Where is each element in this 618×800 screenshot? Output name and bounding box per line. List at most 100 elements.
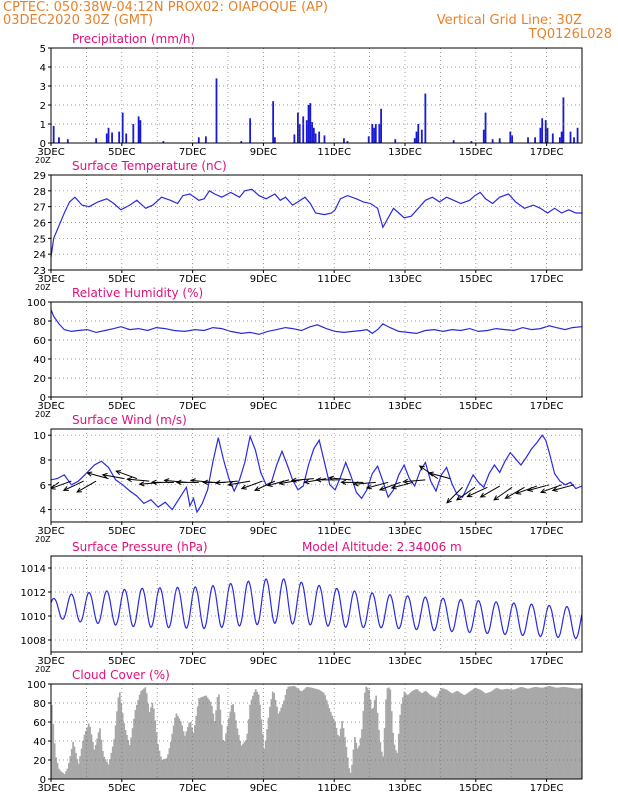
x-tick-label: 7DEC (179, 783, 206, 794)
precip-bar (240, 141, 243, 143)
precip-bar (297, 112, 299, 143)
cloud-bar (209, 701, 212, 779)
cloud-bar (90, 734, 93, 779)
precip-bar (378, 124, 381, 143)
precip-bar (424, 93, 427, 143)
data-line (51, 434, 582, 514)
precip-bar (491, 139, 494, 143)
x-tick-label: 17DEC (530, 274, 564, 285)
cloud-bar (491, 690, 494, 779)
cloud-bar (205, 695, 208, 779)
cloud-bar (325, 699, 328, 779)
x-tick-label: 5DEC (108, 526, 135, 537)
cloud-bar (184, 735, 186, 779)
wind-arrow (515, 485, 538, 495)
precip-bar (367, 136, 370, 143)
cloud-bar (264, 740, 267, 779)
y-tick-label: 0 (40, 775, 46, 786)
y-tick-label: 1012 (21, 588, 46, 599)
cloud-bar (223, 741, 226, 779)
cloud-bar (317, 689, 319, 779)
y-tick-label: 24 (33, 250, 46, 261)
cloud-bar (461, 694, 464, 779)
x-tick-label: 15DEC (459, 656, 493, 667)
precip-bar (312, 127, 315, 143)
precip-bar (314, 133, 317, 143)
cloud-bar (386, 688, 389, 779)
precip-bar (415, 131, 418, 143)
cloud-bar (131, 728, 134, 779)
precip-bar (204, 136, 207, 143)
x-tick-label: 11DEC (317, 656, 351, 667)
wind-arrow-head (402, 478, 409, 484)
plot-area (52, 78, 579, 143)
x-tick-label: 15DEC (459, 526, 493, 537)
cloud-bar (178, 718, 181, 779)
wind-arrow-head (290, 477, 297, 483)
y-tick-label: 27 (33, 203, 46, 214)
wind-arrow (278, 479, 302, 486)
precip-bar (346, 141, 349, 143)
x-tick-label: 15DEC (459, 783, 493, 794)
y-tick-label: 2 (40, 101, 46, 112)
cloud-bar (498, 688, 501, 779)
cloud-bar (235, 720, 237, 779)
precip-bar (560, 131, 563, 143)
cloud-bar (328, 708, 331, 779)
x-tick-label: 7DEC (179, 526, 206, 537)
cloud-bar (249, 704, 251, 779)
cloud-bar (346, 757, 349, 779)
precip-bar (551, 133, 554, 143)
wind-arrow-shaft (428, 472, 451, 480)
cloud-bar (287, 686, 290, 779)
cloud-bar (185, 731, 188, 779)
cloud-bar (351, 764, 353, 779)
y-tick-label: 1014 (21, 564, 46, 575)
wind-arrow-shaft (419, 465, 439, 480)
wind-arrow (327, 475, 352, 481)
y-tick-label: 3 (40, 82, 46, 93)
cloud-bar (372, 707, 375, 779)
precip-bar (539, 127, 542, 143)
wind-arrow (62, 480, 84, 491)
cloud-bar (383, 727, 386, 779)
cloud-bar (165, 758, 168, 779)
cloud-bar (229, 711, 232, 779)
cloud-bar (440, 688, 443, 779)
cloud-bar (278, 711, 281, 779)
cloud-bar (529, 688, 532, 779)
cloud-bar (230, 705, 233, 779)
grid (51, 684, 582, 779)
cloud-bar (154, 720, 157, 779)
cloud-bar (100, 739, 103, 779)
cloud-bar (188, 722, 191, 779)
cloud-bar (116, 711, 118, 779)
panel-1: 0 1 2 3 4 5 3DEC 5DEC 7DEC 9DEC 11DEC 13DEC 15DEC 17D… (35, 32, 583, 165)
cloud-bar (329, 712, 332, 779)
cloud-bar (465, 693, 468, 779)
x-tick-label: 17DEC (530, 147, 564, 158)
precip-bar (307, 105, 310, 143)
cloud-bar (470, 690, 472, 779)
cloud-bar (196, 706, 199, 779)
wind-arrow-shaft (552, 484, 575, 491)
cloud-bar (423, 691, 426, 779)
cloud-bar (331, 715, 334, 779)
cloud-bar (409, 692, 411, 779)
wind-arrow (455, 486, 476, 501)
cloud-bar (565, 687, 567, 779)
cloud-bar (128, 745, 131, 779)
y-tick-label: 100 (27, 680, 46, 691)
cloud-bar (516, 688, 519, 779)
x-tick-label-clipped: 20Z (35, 410, 51, 419)
cloud-bar (410, 691, 413, 779)
wind-arrow-shaft (403, 479, 426, 483)
cloud-bar (430, 695, 433, 779)
cloud-bar (556, 687, 559, 779)
wind-arrow-shaft (353, 481, 376, 485)
cloud-bar (308, 687, 311, 779)
cloud-bar (559, 687, 562, 779)
x-tick-label: 17DEC (530, 783, 564, 794)
cloud-bar (396, 752, 399, 779)
precip-bar (484, 112, 487, 143)
